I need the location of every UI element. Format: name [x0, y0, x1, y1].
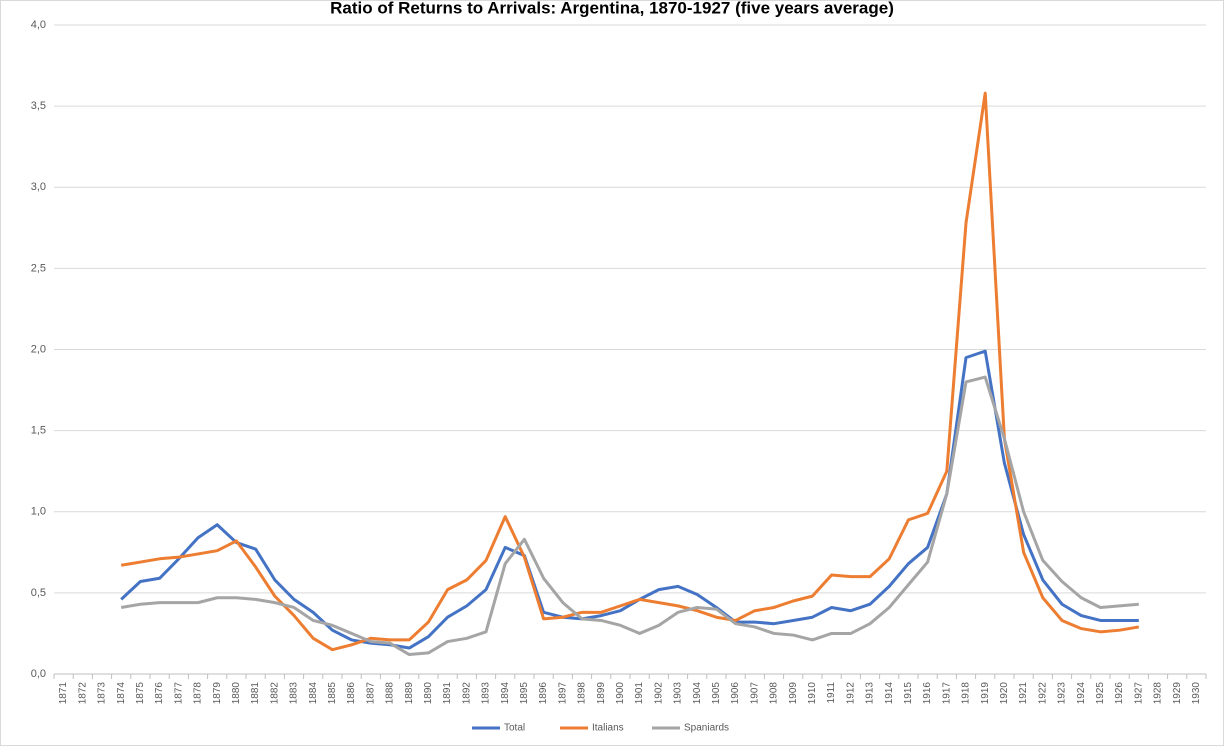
x-tick-label: 1881 — [250, 682, 261, 705]
x-tick-label: 1891 — [442, 682, 453, 705]
x-tick-label: 1916 — [922, 682, 933, 705]
x-tick-label: 1909 — [788, 682, 799, 705]
y-tick-label: 1,5 — [31, 425, 46, 437]
x-tick-label: 1913 — [865, 682, 876, 705]
x-tick-label: 1886 — [346, 682, 357, 705]
x-tick-label: 1883 — [289, 682, 300, 705]
chart-title: Ratio of Returns to Arrivals: Argentina,… — [330, 0, 894, 17]
y-tick-label: 2,0 — [31, 343, 46, 355]
x-tick-label: 1926 — [1114, 682, 1125, 705]
x-tick-label: 1903 — [673, 682, 684, 705]
x-tick-label: 1879 — [212, 682, 223, 705]
x-tick-label: 1892 — [461, 682, 472, 705]
x-tick-label: 1877 — [173, 682, 184, 705]
x-tick-label: 1872 — [77, 682, 88, 705]
x-tick-label: 1922 — [1037, 682, 1048, 705]
x-tick-label: 1908 — [769, 682, 780, 705]
x-tick-label: 1900 — [615, 682, 626, 705]
x-tick-label: 1876 — [154, 682, 165, 705]
x-tick-label: 1918 — [961, 682, 972, 705]
y-tick-label: 0,0 — [31, 668, 46, 680]
x-tick-label: 1880 — [231, 682, 242, 705]
x-tick-label: 1928 — [1153, 682, 1164, 705]
x-tick-label: 1907 — [749, 682, 760, 705]
x-tick-label: 1904 — [692, 682, 703, 705]
x-tick-label: 1906 — [730, 682, 741, 705]
x-tick-label: 1878 — [193, 682, 204, 705]
x-tick-label: 1889 — [404, 682, 415, 705]
x-tick-label: 1894 — [500, 682, 511, 705]
data-line — [120, 91, 1140, 652]
y-tick-label: 1,0 — [31, 506, 46, 518]
x-tick-label: 1898 — [577, 682, 588, 705]
y-tick-label: 3,5 — [31, 100, 46, 112]
y-tick-label: 0,5 — [31, 587, 46, 599]
x-tick-label: 1888 — [385, 682, 396, 705]
y-tick-label: 4,0 — [31, 19, 46, 31]
x-tick-label: 1890 — [423, 682, 434, 705]
x-tick-label: 1875 — [135, 682, 146, 705]
x-tick-label: 1882 — [269, 682, 280, 705]
x-tick-label: 1920 — [999, 682, 1010, 705]
x-tick-label: 1929 — [1172, 682, 1183, 705]
x-tick-label: 1896 — [538, 682, 549, 705]
y-tick-label: 3,0 — [31, 181, 46, 193]
x-tick-label: 1925 — [1095, 682, 1106, 705]
x-tick-label: 1873 — [97, 682, 108, 705]
x-tick-label: 1917 — [941, 682, 952, 705]
x-tick-label: 1884 — [308, 682, 319, 705]
y-tick-label: 2,5 — [31, 262, 46, 274]
x-tick-label: 1915 — [903, 682, 914, 705]
x-tick-label: 1930 — [1191, 682, 1202, 705]
data-line — [120, 349, 1139, 650]
x-tick-label: 1902 — [653, 682, 664, 705]
x-tick-label: 1887 — [365, 682, 376, 705]
x-tick-label: 1919 — [980, 682, 991, 705]
x-tick-label: 1927 — [1133, 682, 1144, 705]
x-tick-label: 1923 — [1057, 682, 1068, 705]
x-tick-label: 1871 — [58, 682, 69, 705]
x-tick-label: 1901 — [634, 682, 645, 705]
x-tick-label: 1921 — [1018, 682, 1029, 705]
x-tick-label: 1897 — [557, 682, 568, 705]
x-tick-label: 1885 — [327, 682, 338, 705]
x-tick-label: 1912 — [845, 682, 856, 705]
legend-label: Italians — [592, 723, 624, 734]
data-line — [120, 375, 1139, 657]
x-tick-label: 1911 — [826, 682, 837, 704]
x-tick-label: 1893 — [481, 682, 492, 705]
x-tick-label: 1914 — [884, 682, 895, 705]
x-tick-label: 1924 — [1076, 682, 1087, 705]
x-tick-label: 1899 — [596, 682, 607, 705]
legend-label: Spaniards — [684, 723, 729, 734]
legend-label: Total — [504, 723, 525, 734]
x-tick-label: 1905 — [711, 682, 722, 705]
x-tick-label: 1910 — [807, 682, 818, 705]
x-tick-label: 1895 — [519, 682, 530, 705]
x-tick-label: 1874 — [116, 682, 127, 705]
